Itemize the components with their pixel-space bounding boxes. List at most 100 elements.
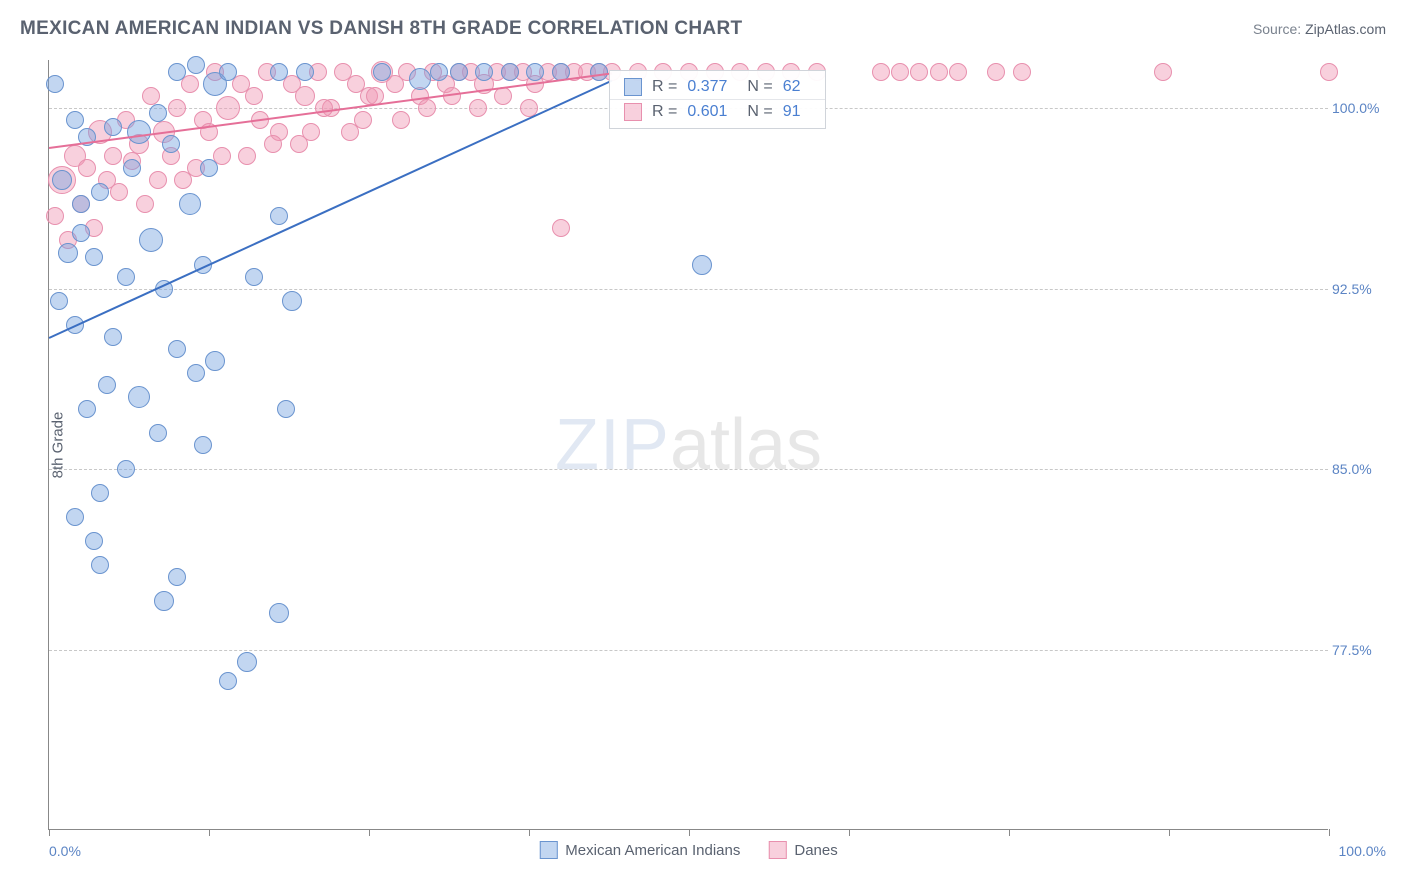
scatter-point [245, 268, 263, 286]
scatter-point [66, 111, 84, 129]
scatter-point [72, 195, 90, 213]
scatter-point [46, 207, 64, 225]
scatter-point [66, 508, 84, 526]
y-gridline [49, 469, 1328, 470]
scatter-point [149, 171, 167, 189]
scatter-point [139, 228, 163, 252]
scatter-point [409, 68, 431, 90]
chart-title: MEXICAN AMERICAN INDIAN VS DANISH 8TH GR… [20, 18, 742, 40]
scatter-point [930, 63, 948, 81]
scatter-point [46, 75, 64, 93]
scatter-point [162, 135, 180, 153]
scatter-point [1013, 63, 1031, 81]
scatter-point [270, 207, 288, 225]
scatter-point [58, 243, 78, 263]
scatter-point [296, 63, 314, 81]
x-tick [49, 829, 50, 836]
scatter-point [123, 159, 141, 177]
scatter-point [245, 87, 263, 105]
scatter-point [168, 99, 186, 117]
scatter-point [501, 63, 519, 81]
scatter-point [127, 120, 151, 144]
y-tick-label: 100.0% [1332, 100, 1386, 116]
scatter-point [174, 171, 192, 189]
source-prefix: Source: [1253, 21, 1305, 37]
chart-header: MEXICAN AMERICAN INDIAN VS DANISH 8TH GR… [0, 0, 1406, 48]
scatter-point [295, 86, 315, 106]
scatter-point [237, 652, 257, 672]
scatter-point [104, 118, 122, 136]
legend-item: Danes [768, 841, 837, 859]
scatter-point [475, 63, 493, 81]
x-axis-max-label: 100.0% [1339, 843, 1386, 859]
legend-item: Mexican American Indians [539, 841, 740, 859]
scatter-point [269, 603, 289, 623]
scatter-point [469, 99, 487, 117]
scatter-point [91, 183, 109, 201]
scatter-point [418, 99, 436, 117]
scatter-point [168, 568, 186, 586]
scatter-point [392, 111, 410, 129]
stat-n-label: N = [747, 103, 772, 121]
stat-r-label: R = [652, 78, 677, 96]
scatter-plot: ZIPatlas 0.0% 100.0% Mexican American In… [48, 60, 1328, 830]
scatter-point [200, 159, 218, 177]
stats-swatch [624, 78, 642, 96]
y-tick-label: 85.0% [1332, 461, 1386, 477]
scatter-point [98, 376, 116, 394]
watermark-atlas: atlas [670, 405, 822, 485]
scatter-point [590, 63, 608, 81]
scatter-point [142, 87, 160, 105]
scatter-point [315, 99, 333, 117]
x-tick [1009, 829, 1010, 836]
stats-box: R =0.377N =62R =0.601N =91 [609, 70, 826, 129]
y-gridline [49, 289, 1328, 290]
stats-row: R =0.601N =91 [610, 99, 825, 124]
scatter-point [72, 224, 90, 242]
scatter-point [149, 424, 167, 442]
source-link[interactable]: ZipAtlas.com [1305, 21, 1386, 37]
x-tick [1329, 829, 1330, 836]
scatter-point [282, 291, 302, 311]
scatter-point [136, 195, 154, 213]
scatter-point [104, 328, 122, 346]
x-tick [849, 829, 850, 836]
scatter-point [373, 63, 391, 81]
scatter-point [219, 672, 237, 690]
x-tick [1169, 829, 1170, 836]
scatter-point [104, 147, 122, 165]
stat-n-label: N = [747, 78, 772, 96]
legend-swatch [539, 841, 557, 859]
scatter-point [1154, 63, 1172, 81]
x-tick [689, 829, 690, 836]
legend-swatch [768, 841, 786, 859]
scatter-point [302, 123, 320, 141]
scatter-point [52, 170, 72, 190]
scatter-point [238, 147, 256, 165]
stats-row: R =0.377N =62 [610, 75, 825, 99]
stat-n-value: 91 [783, 103, 801, 121]
scatter-point [78, 159, 96, 177]
scatter-point [891, 63, 909, 81]
scatter-point [354, 111, 372, 129]
scatter-point [1320, 63, 1338, 81]
x-tick [209, 829, 210, 836]
legend-label: Danes [794, 842, 837, 859]
y-tick-label: 92.5% [1332, 281, 1386, 297]
x-axis-min-label: 0.0% [49, 843, 81, 859]
x-tick [529, 829, 530, 836]
scatter-point [430, 63, 448, 81]
plot-wrapper: 8th Grade ZIPatlas 0.0% 100.0% Mexican A… [48, 60, 1386, 830]
scatter-point [85, 532, 103, 550]
scatter-point [872, 63, 890, 81]
scatter-point [526, 63, 544, 81]
y-tick-label: 77.5% [1332, 642, 1386, 658]
x-tick [369, 829, 370, 836]
stat-r-label: R = [652, 103, 677, 121]
watermark-zip: ZIP [555, 405, 670, 485]
scatter-point [552, 219, 570, 237]
scatter-point [205, 351, 225, 371]
legend: Mexican American Indians Danes [539, 841, 837, 859]
scatter-point [168, 63, 186, 81]
scatter-point [154, 591, 174, 611]
